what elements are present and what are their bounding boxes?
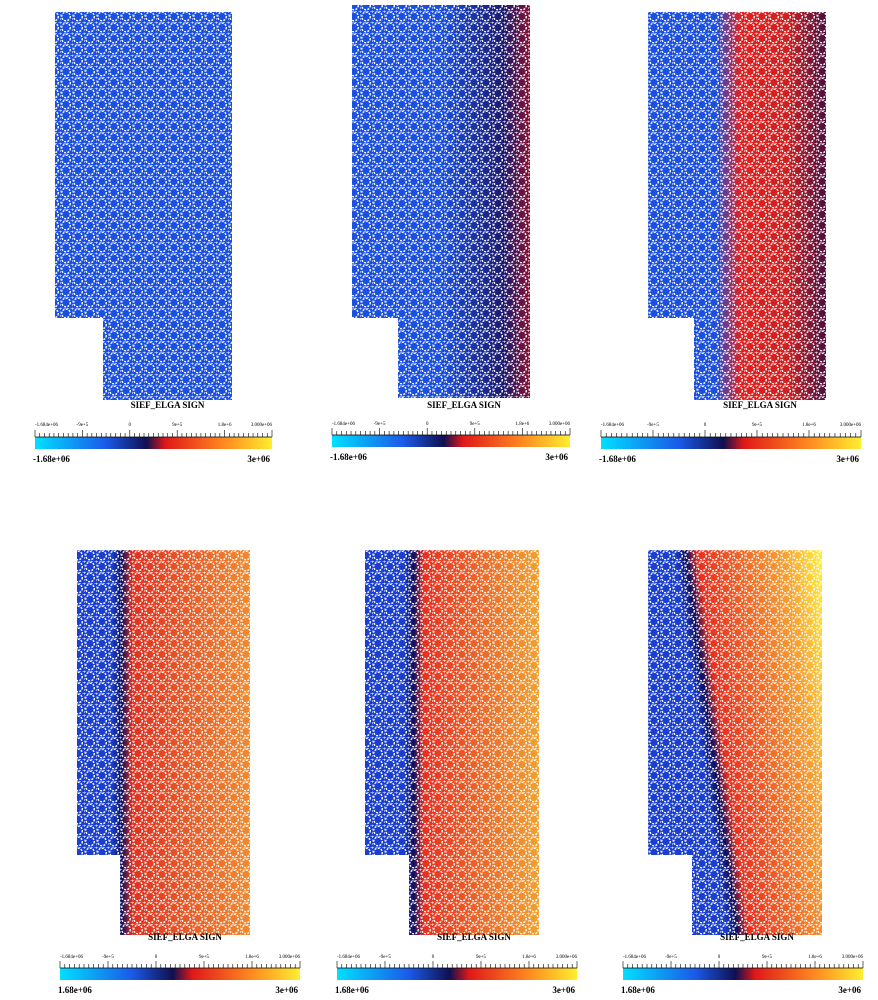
- result-panel: SIEF_ELGA SIGN -1.684e+06 -9e+5 0 9e+5 1.8e+6…: [599, 12, 861, 464]
- mesh-lines: [648, 550, 822, 935]
- colorbar-max: 3e+06: [545, 452, 568, 462]
- colorbar-max: 3e+06: [836, 454, 859, 464]
- colorbar-tick-label: -1.684e+06: [601, 423, 624, 428]
- colorbar-tick-label: 9e+5: [172, 423, 183, 428]
- caption: SIEF_ELGA SIGN: [437, 932, 511, 942]
- colorbar-tick-label: 1.8e+6: [808, 955, 822, 960]
- colorbar: [623, 968, 863, 980]
- colorbar-max: 3e+06: [247, 454, 270, 464]
- colorbar-tick-label: 0: [432, 955, 435, 960]
- colorbar-tick-label: 1.8e+6: [522, 955, 536, 960]
- mesh-lines: [55, 12, 232, 400]
- mesh-plot: [648, 12, 826, 400]
- colorbar-tick-label: 0: [718, 955, 721, 960]
- colorbar-tick-label: -1.684e+06: [60, 955, 83, 960]
- colorbar-min: 1.68e+06: [335, 985, 369, 995]
- colorbar: [337, 968, 577, 980]
- mesh-lines: [365, 550, 539, 935]
- caption: SIEF_ELGA SIGN: [720, 932, 794, 942]
- colorbar-tick-label: 3.000e+06: [840, 423, 862, 428]
- colorbar-min: -1.68e+06: [33, 454, 70, 464]
- result-panel: SIEF_ELGA SIGN -1.684e+06 -9e+5 0 9e+5 1.8e+6…: [58, 550, 300, 995]
- colorbar: [332, 435, 570, 447]
- colorbar-min: 1.68e+06: [58, 985, 92, 995]
- colorbar-tick-label: 0: [426, 422, 429, 427]
- mesh-plot: [55, 12, 232, 400]
- mesh-lines: [77, 550, 250, 935]
- colorbar-min: -1.68e+06: [599, 454, 636, 464]
- colorbar-tick-label: 3.000e+06: [549, 422, 571, 427]
- caption: SIEF_ELGA SIGN: [723, 400, 797, 410]
- caption: SIEF_ELGA SIGN: [427, 400, 501, 410]
- caption: SIEF_ELGA SIGN: [131, 400, 205, 410]
- mesh-plot: [352, 5, 530, 398]
- colorbar-tick-label: -9e+5: [647, 423, 659, 428]
- colorbar-tick-label: 9e+5: [199, 955, 210, 960]
- mesh-lines: [352, 5, 530, 398]
- colorbar-tick-label: 1.8e+6: [245, 955, 259, 960]
- colorbar: [35, 437, 272, 449]
- colorbar-tick-label: 3.000e+06: [279, 955, 301, 960]
- colorbar-tick-label: 9e+5: [752, 423, 763, 428]
- colorbar-tick-label: 0: [129, 423, 132, 428]
- mesh-lines: [648, 12, 826, 400]
- result-panel: SIEF_ELGA SIGN -1.684e+06 -9e+5 0 9e+5 1.8e+6…: [621, 550, 863, 995]
- result-panel: SIEF_ELGA SIGN -1.684e+06 -9e+5 0 9e+5 1.8e+6…: [33, 12, 272, 464]
- colorbar-tick-label: -1.684e+06: [337, 955, 360, 960]
- colorbar-tick-label: -9e+5: [665, 955, 677, 960]
- mesh-plot: [648, 550, 822, 935]
- colorbar-max: 3e+06: [838, 985, 861, 995]
- colorbar-tick-label: -1.684e+06: [623, 955, 646, 960]
- colorbar: [60, 968, 300, 980]
- caption: SIEF_ELGA SIGN: [148, 932, 222, 942]
- colorbar-tick-label: -9e+5: [374, 422, 386, 427]
- colorbar-tick-label: 9e+5: [762, 955, 773, 960]
- colorbar-tick-label: -1.684e+06: [35, 423, 58, 428]
- colorbar-tick-label: 3.000e+06: [556, 955, 578, 960]
- colorbar-tick-label: -9e+5: [379, 955, 391, 960]
- colorbar-tick-label: 3.000e+06: [842, 955, 864, 960]
- colorbar-tick-label: 0: [704, 423, 707, 428]
- colorbar-tick-label: 9e+5: [476, 955, 487, 960]
- colorbar-tick-label: -1.684e+06: [332, 422, 355, 427]
- colorbar-max: 3e+06: [552, 985, 575, 995]
- colorbar-tick-label: -9e+5: [77, 423, 89, 428]
- colorbar-tick-label: 9e+5: [470, 422, 481, 427]
- colorbar-tick-label: 1.8e+6: [516, 422, 530, 427]
- colorbar-tick-label: 1.8e+6: [802, 423, 816, 428]
- colorbar-max: 3e+06: [275, 985, 298, 995]
- mesh-plot: [365, 550, 539, 935]
- colorbar-tick-label: 3.000e+06: [251, 423, 273, 428]
- colorbar: [601, 437, 861, 449]
- colorbar-tick-label: -9e+5: [102, 955, 114, 960]
- mesh-plot: [77, 550, 250, 935]
- colorbar-min: 1.68e+06: [621, 985, 655, 995]
- result-panel: SIEF_ELGA SIGN -1.684e+06 -9e+5 0 9e+5 1.8e+6…: [330, 5, 570, 462]
- colorbar-tick-label: 1.8e+6: [218, 423, 232, 428]
- colorbar-min: -1.68e+06: [330, 452, 367, 462]
- colorbar-tick-label: 0: [155, 955, 158, 960]
- result-panel: SIEF_ELGA SIGN -1.684e+06 -9e+5 0 9e+5 1.8e+6…: [335, 550, 577, 995]
